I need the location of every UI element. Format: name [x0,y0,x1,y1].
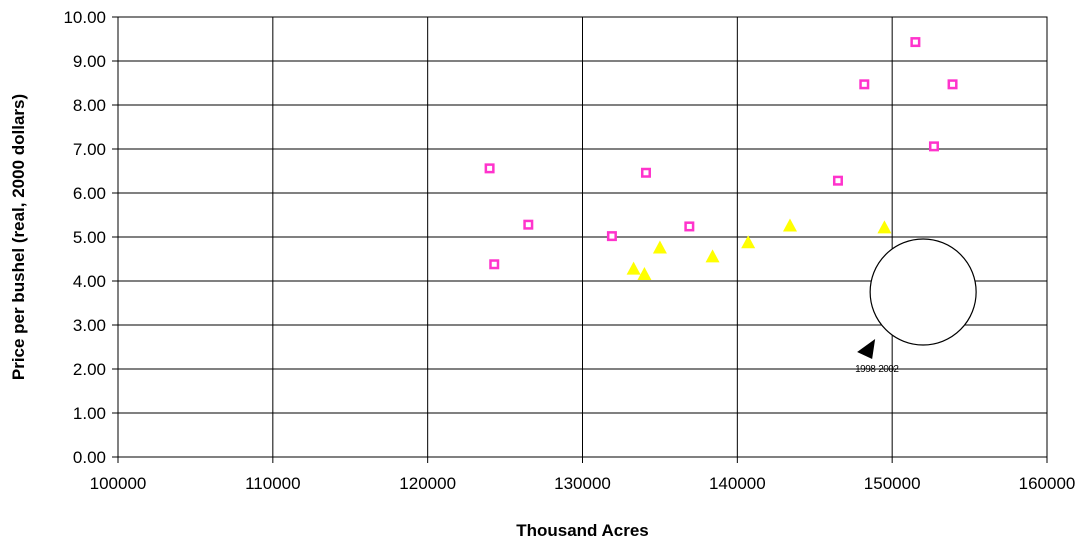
y-tick-label: 2.00 [73,360,106,379]
y-tick-label: 7.00 [73,140,106,159]
annotation: 1998-2002 [855,238,977,375]
data-point-square-inner [643,170,649,176]
data-point-triangle [782,218,797,232]
data-point-square-inner [931,143,937,149]
data-point-square-inner [950,81,956,87]
plot-frame [117,16,1048,458]
data-point-triangle [741,235,756,249]
x-tick-label: 150000 [864,474,921,493]
y-tick-label: 10.00 [63,8,106,27]
data-point-square-inner [491,261,497,267]
y-tick-label: 3.00 [73,316,106,335]
y-axis-title: Price per bushel (real, 2000 dollars) [9,94,28,380]
data-point-square-inner [912,39,918,45]
x-tick-labels: 100000 110000 120000 130000 140000 150000 1600… [90,474,1076,493]
data-point-triangle [652,240,667,254]
data-point-square-inner [525,222,531,228]
data-points [484,37,958,280]
y-tick-label: 9.00 [73,52,106,71]
y-tick-label: 0.00 [73,448,106,467]
x-tick-label: 110000 [245,474,300,493]
x-tick-label: 120000 [399,474,456,493]
gridlines [117,16,1048,458]
y-tick-label: 6.00 [73,184,106,203]
data-point-triangle [877,220,892,234]
x-tick-label: 100000 [90,474,147,493]
annotation-label: 1998-2002 [855,364,899,375]
annotation-circle [869,238,977,346]
x-tick-label: 130000 [554,474,611,493]
y-tick-label: 8.00 [73,96,106,115]
data-point-square-inner [609,233,615,239]
x-tick-label: 160000 [1019,474,1076,493]
data-point-triangle [637,266,652,280]
data-point-square-inner [835,178,841,184]
x-tick-label: 140000 [709,474,766,493]
data-point-square-inner [686,223,692,229]
y-tick-label: 5.00 [73,228,106,247]
y-tick-label: 1.00 [73,404,106,423]
x-axis-title: Thousand Acres [516,521,649,540]
y-tick-labels: 0.00 1.00 2.00 3.00 4.00 5.00 6.00 7.00 8.00 9.00… [63,8,106,467]
data-point-square-inner [861,81,867,87]
y-tick-label: 4.00 [73,272,106,291]
annotation-arrow-icon [857,339,876,359]
axes [112,16,1048,463]
data-point-triangle [705,249,720,263]
data-point-triangle [626,261,641,275]
data-point-square-inner [487,165,493,171]
